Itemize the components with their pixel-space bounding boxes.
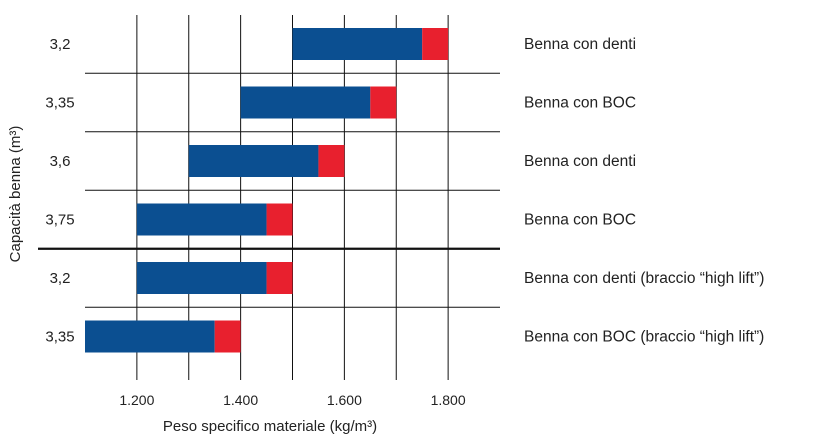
bars: [85, 28, 449, 353]
x-axis-label: Peso specifico materiale (kg/m³): [163, 418, 377, 435]
category-label: 3,6: [50, 153, 71, 170]
row-labels: Benna con denti Benna con BOC Benna con de…: [524, 36, 764, 346]
bar-main-3: [188, 145, 319, 177]
row-label: Benna con BOC: [524, 212, 636, 229]
category-label: 3,2: [50, 36, 71, 53]
row-label: Benna con denti: [524, 36, 636, 53]
row-label: Benna con denti: [524, 153, 636, 170]
x-tick-labels: 1.200 1.400 1.600 1.800: [119, 392, 465, 408]
bar-main-2: [240, 86, 371, 119]
bar-main-5: [136, 262, 267, 294]
bar-extra-3: [318, 145, 345, 177]
bar-extra-5: [266, 262, 293, 294]
category-label: 3,35: [45, 95, 74, 112]
bar-extra-4: [266, 203, 293, 236]
bar-extra-2: [370, 86, 397, 119]
bar-main-1: [292, 28, 423, 60]
category-label: 3,35: [45, 329, 74, 346]
x-tick-label: 1.200: [119, 392, 154, 408]
category-label: 3,2: [50, 270, 71, 287]
x-tick-label: 1.400: [223, 392, 258, 408]
category-labels: 3,2 3,35 3,6 3,75 3,2 3,35: [45, 36, 74, 346]
bar-extra-1: [422, 28, 449, 60]
row-label: Benna con BOC (braccio “high lift”): [524, 329, 764, 346]
bar-extra-6: [214, 320, 241, 353]
bar-main-6: [85, 320, 215, 353]
bar-main-4: [136, 203, 267, 236]
x-tick-label: 1.800: [431, 392, 466, 408]
category-label: 3,75: [45, 212, 74, 229]
x-tick-label: 1.600: [327, 392, 362, 408]
row-label: Benna con BOC: [524, 95, 636, 112]
y-axis-label: Capacità benna (m³): [7, 126, 24, 263]
grid: [38, 15, 500, 380]
row-label: Benna con denti (braccio “high lift”): [524, 270, 764, 287]
